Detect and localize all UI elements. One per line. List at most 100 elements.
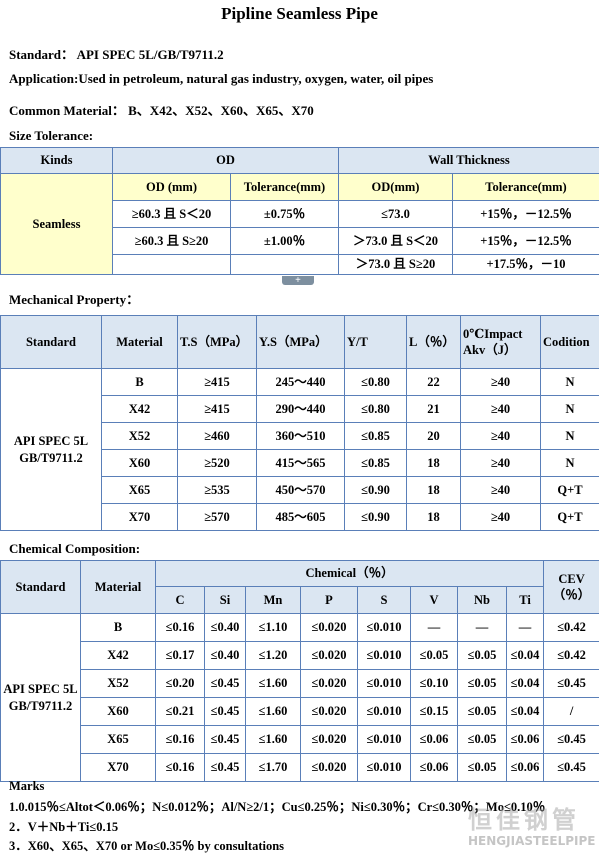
table-cell: ≤0.20 (156, 670, 205, 698)
table-cell: ≤0.05 (458, 754, 507, 782)
table-header: Wall Thickness (339, 148, 599, 174)
table-cell: ≥40 (461, 504, 541, 531)
size-table: Kinds OD Wall Thickness Seamless OD (mm)… (0, 147, 599, 275)
table-cell: X60 (102, 450, 178, 477)
expand-tab[interactable]: + (282, 276, 314, 285)
table-subheader: OD (mm) (113, 174, 231, 201)
table-cell: ≥60.3 且 S＜20 (113, 201, 231, 228)
table-cell: ≥60.3 且 S≥20 (113, 228, 231, 255)
table-header: Nb (458, 587, 507, 614)
info-value: API SPEC 5L/GB/T9711.2 (77, 47, 224, 62)
table-cell: / (544, 698, 599, 726)
table-cell: X60 (81, 698, 156, 726)
table-cell: X65 (102, 477, 178, 504)
table-cell: 22 (407, 369, 461, 396)
table-cell: 290～440 (257, 396, 345, 423)
table-header: Codition (541, 316, 599, 369)
table-cell: ≥415 (178, 369, 257, 396)
table-cell (113, 255, 231, 275)
table-header: Ti (507, 587, 544, 614)
table-cell: ≤0.010 (358, 754, 411, 782)
table-header: 0℃Impact Akv（J） (461, 316, 541, 369)
table-cell: +15％，－12.5％ (453, 201, 599, 228)
table-cell: ≤0.45 (205, 670, 246, 698)
table-cell: ≤0.010 (358, 642, 411, 670)
info-label: Common Material： (9, 103, 125, 118)
info-line: Standard： API SPEC 5L/GB/T9711.2 (9, 44, 224, 63)
table-header: T.S（MPa） (178, 316, 257, 369)
table-cell: ≤0.16 (156, 726, 205, 754)
table-header: CEV（％） (544, 561, 599, 614)
table-subheader: Tolerance(mm) (453, 174, 599, 201)
table-cell: ≤0.45 (205, 754, 246, 782)
table-row: X52≤0.20≤0.45≤1.60≤0.020≤0.010≤0.10≤0.05… (1, 670, 599, 698)
table-row: X42≤0.17≤0.40≤1.20≤0.020≤0.010≤0.05≤0.05… (1, 642, 599, 670)
table-header: Standard (1, 561, 81, 614)
table-cell: ≤1.60 (246, 698, 301, 726)
table-cell: ≤73.0 (339, 201, 453, 228)
marks-title: Marks (9, 779, 44, 794)
table-cell: ≥415 (178, 396, 257, 423)
section-heading: Size Tolerance: (9, 128, 93, 144)
table-header: Standard (1, 316, 102, 369)
table-cell: ≤0.04 (507, 698, 544, 726)
table-cell: ≤0.45 (544, 726, 599, 754)
table-cell: ≤0.85 (345, 450, 407, 477)
section-heading: Chemical Composition: (9, 541, 140, 557)
table-cell: ≤0.020 (301, 726, 358, 754)
table-cell: ≤1.20 (246, 642, 301, 670)
table-header: S (358, 587, 411, 614)
table-cell: ≥40 (461, 450, 541, 477)
table-cell: ＞73.0 且 S＜20 (339, 228, 453, 255)
table-cell: ≤1.10 (246, 614, 301, 642)
table-cell: B (102, 369, 178, 396)
table-cell: ≥460 (178, 423, 257, 450)
kind-cell: Seamless (1, 174, 113, 275)
table-header: Kinds (1, 148, 113, 174)
table-cell: N (541, 396, 599, 423)
table-cell: ≤0.06 (507, 726, 544, 754)
table-cell: API SPEC 5L GB/T9711.2 (1, 614, 81, 782)
mark-item: 3．X60、X65、X70 or Mo≤0.35％ by consultatio… (9, 835, 284, 854)
table-cell: ≤0.05 (458, 670, 507, 698)
table-header: Y/T (345, 316, 407, 369)
watermark: 恒佳钢管 (468, 800, 580, 835)
table-cell: — (411, 614, 458, 642)
table-cell: 20 (407, 423, 461, 450)
info-label: Application: (9, 71, 78, 86)
info-line: Application:Used in petroleum, natural g… (9, 71, 433, 87)
table-header: OD (113, 148, 339, 174)
table-row: X60≤0.21≤0.45≤1.60≤0.020≤0.010≤0.15≤0.05… (1, 698, 599, 726)
table-row: X70≤0.16≤0.45≤1.70≤0.020≤0.010≤0.06≤0.05… (1, 754, 599, 782)
table-cell: ≤0.06 (411, 754, 458, 782)
table-cell: ≥40 (461, 396, 541, 423)
table-cell: ±0.75％ (231, 201, 339, 228)
table-header: Material (81, 561, 156, 614)
table-header: P (301, 587, 358, 614)
table-cell: ≤1.60 (246, 670, 301, 698)
table-cell: — (458, 614, 507, 642)
table-cell: ≤0.020 (301, 642, 358, 670)
table-cell: 450～570 (257, 477, 345, 504)
table-cell: ≤0.05 (411, 642, 458, 670)
table-cell: API SPEC 5L GB/T9711.2 (1, 369, 102, 531)
info-line: Common Material： B、X42、X52、X60、X65、X70 (9, 100, 314, 119)
table-cell: 485～605 (257, 504, 345, 531)
table-cell: ≤0.04 (507, 670, 544, 698)
table-cell: ≤0.010 (358, 698, 411, 726)
table-cell: ≥40 (461, 369, 541, 396)
table-cell: ≥535 (178, 477, 257, 504)
table-cell: ≤0.80 (345, 396, 407, 423)
table-cell: ≤0.85 (345, 423, 407, 450)
table-row: X65≤0.16≤0.45≤1.60≤0.020≤0.010≤0.06≤0.05… (1, 726, 599, 754)
table-cell: 18 (407, 477, 461, 504)
table-header: C (156, 587, 205, 614)
info-value: B、X42、X52、X60、X65、X70 (128, 103, 314, 118)
table-header: Material (102, 316, 178, 369)
table-cell: ≤1.60 (246, 726, 301, 754)
table-cell: ≤0.010 (358, 726, 411, 754)
table-cell: ≤0.06 (411, 726, 458, 754)
